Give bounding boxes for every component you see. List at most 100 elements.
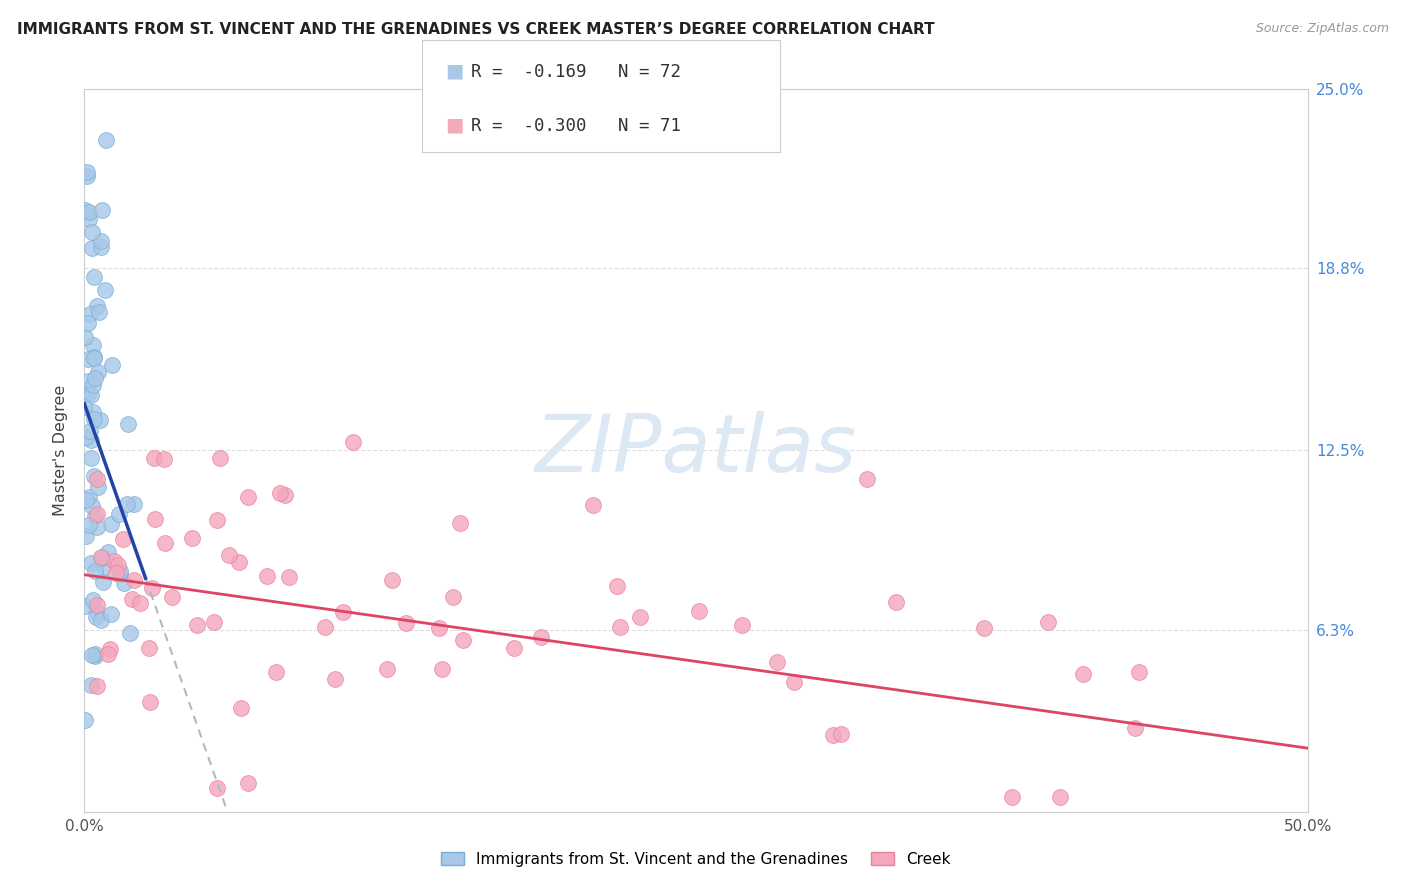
Point	[86, 520, 108, 534]
Point	[856, 472, 879, 486]
Point	[104, 566, 127, 580]
Point	[76, 164, 98, 178]
Point	[83, 350, 105, 364]
Text: R =  -0.169   N = 72: R = -0.169 N = 72	[471, 63, 681, 81]
Point	[606, 579, 628, 593]
Point	[218, 548, 240, 562]
Point	[427, 621, 450, 635]
Point	[86, 598, 108, 612]
Text: Source: ZipAtlas.com: Source: ZipAtlas.com	[1256, 22, 1389, 36]
Point	[77, 386, 100, 401]
Point	[1071, 667, 1094, 681]
Point	[97, 647, 120, 661]
Point	[381, 573, 404, 587]
Point	[80, 388, 103, 402]
Point	[86, 507, 108, 521]
Point	[75, 599, 97, 614]
Point	[77, 490, 100, 504]
Text: ZIPatlas: ZIPatlas	[534, 411, 858, 490]
Point	[86, 299, 108, 313]
Point	[83, 647, 105, 661]
Point	[83, 270, 105, 285]
Point	[129, 596, 152, 610]
Point	[82, 338, 104, 352]
Point	[86, 679, 108, 693]
Point	[82, 592, 104, 607]
Point	[256, 568, 278, 582]
Point	[205, 780, 228, 795]
Point	[80, 678, 103, 692]
Point	[430, 662, 453, 676]
Point	[204, 615, 226, 629]
Point	[186, 618, 208, 632]
Point	[86, 472, 108, 486]
Point	[89, 305, 111, 319]
Point	[82, 648, 104, 663]
Point	[108, 567, 131, 582]
Point	[449, 516, 471, 530]
Point	[238, 776, 260, 790]
Point	[83, 469, 105, 483]
Point	[122, 497, 145, 511]
Point	[231, 701, 253, 715]
Point	[323, 672, 346, 686]
Y-axis label: Master's Degree: Master's Degree	[53, 384, 69, 516]
Point	[122, 573, 145, 587]
Text: R =  -0.300   N = 71: R = -0.300 N = 71	[471, 117, 681, 135]
Text: ■: ■	[446, 115, 464, 135]
Point	[75, 529, 97, 543]
Point	[103, 554, 125, 568]
Point	[1036, 615, 1059, 629]
Point	[153, 451, 176, 466]
Point	[112, 575, 135, 590]
Point	[278, 570, 301, 584]
Point	[75, 492, 97, 507]
Point	[115, 497, 138, 511]
Point	[332, 605, 354, 619]
Point	[118, 626, 141, 640]
Point	[395, 616, 418, 631]
Point	[76, 351, 98, 366]
Point	[108, 564, 131, 578]
Point	[90, 234, 112, 248]
Point	[108, 507, 131, 521]
Point	[441, 591, 464, 605]
Point	[79, 204, 101, 219]
Point	[121, 592, 143, 607]
Point	[1001, 790, 1024, 805]
Point	[82, 378, 104, 392]
Point	[141, 581, 163, 595]
Point	[117, 417, 139, 431]
Point	[342, 434, 364, 449]
Point	[90, 240, 112, 254]
Point	[91, 574, 114, 589]
Point	[91, 550, 114, 565]
Point	[112, 532, 135, 546]
Point	[80, 451, 103, 466]
Point	[100, 516, 122, 531]
Point	[83, 648, 105, 663]
Point	[82, 405, 104, 419]
Point	[77, 212, 100, 227]
Point	[93, 560, 115, 574]
Point	[628, 610, 651, 624]
Point	[228, 555, 250, 569]
Point	[375, 662, 398, 676]
Point	[93, 283, 115, 297]
Point	[609, 620, 631, 634]
Point	[502, 640, 524, 655]
Point	[79, 307, 101, 321]
Point	[84, 604, 107, 618]
Point	[86, 480, 108, 494]
Point	[274, 488, 297, 502]
Point	[830, 727, 852, 741]
Point	[83, 351, 105, 365]
Legend: Immigrants from St. Vincent and the Grenadines, Creek: Immigrants from St. Vincent and the Gren…	[434, 846, 957, 872]
Point	[84, 610, 107, 624]
Point	[94, 133, 117, 147]
Point	[143, 451, 166, 466]
Point	[84, 371, 107, 385]
Point	[783, 675, 806, 690]
Point	[100, 607, 122, 621]
Point	[84, 508, 107, 523]
